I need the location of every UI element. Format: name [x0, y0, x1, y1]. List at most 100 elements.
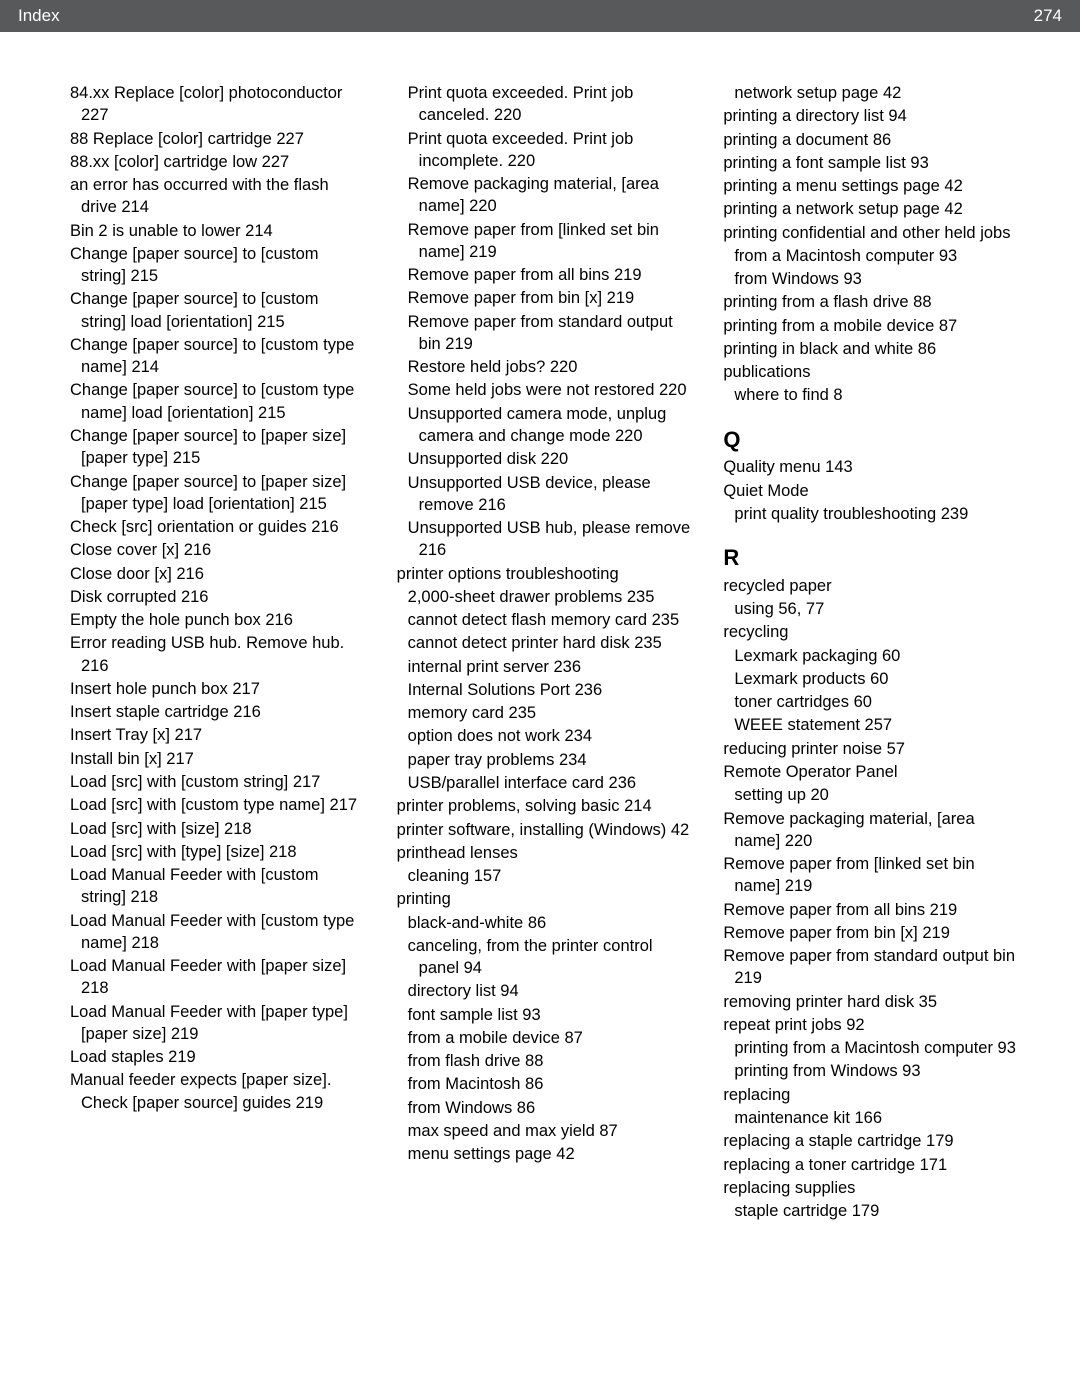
index-entry: from a mobile device 87 — [397, 1027, 694, 1049]
index-entry: printing — [397, 888, 694, 910]
index-entry: canceling, from the printer control pane… — [397, 935, 694, 980]
index-entry: memory card 235 — [397, 702, 694, 724]
index-entry: Remote Operator Panel — [723, 761, 1020, 783]
index-entry: toner cartridges 60 — [723, 691, 1020, 713]
index-entry: Unsupported disk 220 — [397, 448, 694, 470]
index-entry: reducing printer noise 57 — [723, 738, 1020, 760]
index-entry: Load [src] with [custom type name] 217 — [70, 794, 367, 816]
index-entry: Change [paper source] to [custom type na… — [70, 334, 367, 379]
index-entry: printing from Windows 93 — [723, 1060, 1020, 1082]
index-entry: Manual feeder expects [paper size]. Chec… — [70, 1069, 367, 1114]
column-2: Print quota exceeded. Print job canceled… — [397, 82, 694, 1223]
index-entry: Remove packaging material, [area name] 2… — [723, 808, 1020, 853]
index-entry: Lexmark products 60 — [723, 668, 1020, 690]
index-entry: Install bin [x] 217 — [70, 748, 367, 770]
index-entry: printing a directory list 94 — [723, 105, 1020, 127]
index-entry: Quality menu 143 — [723, 456, 1020, 478]
index-entry: Quiet Mode — [723, 480, 1020, 502]
index-entry: from Windows 86 — [397, 1097, 694, 1119]
index-entry: removing printer hard disk 35 — [723, 991, 1020, 1013]
section-heading-r: R — [723, 543, 1020, 573]
index-entry: Remove paper from [linked set bin name] … — [723, 853, 1020, 898]
index-entry: Remove paper from bin [x] 219 — [397, 287, 694, 309]
index-entry: from Windows 93 — [723, 268, 1020, 290]
index-entry: publications — [723, 361, 1020, 383]
index-entry: 84.xx Replace [color] photoconductor 227 — [70, 82, 367, 127]
index-entry: Remove paper from standard output bin 21… — [723, 945, 1020, 990]
index-entry: Change [paper source] to [custom type na… — [70, 379, 367, 424]
index-entry: black‑and‑white 86 — [397, 912, 694, 934]
index-entry: Internal Solutions Port 236 — [397, 679, 694, 701]
index-entry: staple cartridge 179 — [723, 1200, 1020, 1222]
index-entry: internal print server 236 — [397, 656, 694, 678]
index-entry: replacing a staple cartridge 179 — [723, 1130, 1020, 1152]
index-entry: Empty the hole punch box 216 — [70, 609, 367, 631]
index-entry: printing from a flash drive 88 — [723, 291, 1020, 313]
index-entry: paper tray problems 234 — [397, 749, 694, 771]
index-entry: Disk corrupted 216 — [70, 586, 367, 608]
index-entry: repeat print jobs 92 — [723, 1014, 1020, 1036]
index-entry: cannot detect printer hard disk 235 — [397, 632, 694, 654]
index-entry: using 56, 77 — [723, 598, 1020, 620]
index-entry: Load Manual Feeder with [paper type] [pa… — [70, 1001, 367, 1046]
index-entry: Remove paper from [linked set bin name] … — [397, 219, 694, 264]
index-entry: from Macintosh 86 — [397, 1073, 694, 1095]
index-entry: menu settings page 42 — [397, 1143, 694, 1165]
index-entry: Remove paper from standard output bin 21… — [397, 311, 694, 356]
index-entry: WEEE statement 257 — [723, 714, 1020, 736]
index-entry: printer software, installing (Windows) 4… — [397, 819, 694, 841]
index-entry: Load [src] with [type] [size] 218 — [70, 841, 367, 863]
index-entry: from a Macintosh computer 93 — [723, 245, 1020, 267]
index-entry: printing in black and white 86 — [723, 338, 1020, 360]
index-entry: print quality troubleshooting 239 — [723, 503, 1020, 525]
header-left: Index — [18, 6, 60, 26]
index-entry: 88 Replace [color] cartridge 227 — [70, 128, 367, 150]
index-entry: font sample list 93 — [397, 1004, 694, 1026]
header-right: 274 — [1034, 6, 1062, 26]
index-entry: Print quota exceeded. Print job incomple… — [397, 128, 694, 173]
index-entry: printing a font sample list 93 — [723, 152, 1020, 174]
index-entry: Close cover [x] 216 — [70, 539, 367, 561]
index-entry: printing a network setup page 42 — [723, 198, 1020, 220]
index-entry: printhead lenses — [397, 842, 694, 864]
index-entry: Load [src] with [size] 218 — [70, 818, 367, 840]
index-entry: Remove paper from all bins 219 — [397, 264, 694, 286]
index-entry: Change [paper source] to [paper size] [p… — [70, 471, 367, 516]
index-entry: Error reading USB hub. Remove hub. 216 — [70, 632, 367, 677]
index-entry: printer problems, solving basic 214 — [397, 795, 694, 817]
index-entry: replacing — [723, 1084, 1020, 1106]
index-entry: Unsupported USB device, please remove 21… — [397, 472, 694, 517]
index-entry: Insert Tray [x] 217 — [70, 724, 367, 746]
index-entry: recycling — [723, 621, 1020, 643]
index-entry: directory list 94 — [397, 980, 694, 1002]
index-entry: 2,000‑sheet drawer problems 235 — [397, 586, 694, 608]
index-entry: from flash drive 88 — [397, 1050, 694, 1072]
index-entry: printing a document 86 — [723, 129, 1020, 151]
index-entry: printing from a mobile device 87 — [723, 315, 1020, 337]
index-entry: printing confidential and other held job… — [723, 222, 1020, 244]
index-entry: recycled paper — [723, 575, 1020, 597]
index-entry: 88.xx [color] cartridge low 227 — [70, 151, 367, 173]
index-entry: printer options troubleshooting — [397, 563, 694, 585]
index-entry: Restore held jobs? 220 — [397, 356, 694, 378]
column-3: network setup page 42printing a director… — [723, 82, 1020, 1223]
index-entry: Bin 2 is unable to lower 214 — [70, 220, 367, 242]
index-entry: Close door [x] 216 — [70, 563, 367, 585]
column-1: 84.xx Replace [color] photoconductor 227… — [70, 82, 367, 1223]
index-entry: Check [src] orientation or guides 216 — [70, 516, 367, 538]
index-entry: cleaning 157 — [397, 865, 694, 887]
index-entry: Print quota exceeded. Print job canceled… — [397, 82, 694, 127]
index-entry: printing a menu settings page 42 — [723, 175, 1020, 197]
index-entry: where to find 8 — [723, 384, 1020, 406]
index-entry: replacing a toner cartridge 171 — [723, 1154, 1020, 1176]
index-entry: Load Manual Feeder with [custom type nam… — [70, 910, 367, 955]
index-entry: maintenance kit 166 — [723, 1107, 1020, 1129]
index-entry: replacing supplies — [723, 1177, 1020, 1199]
index-entry: USB/parallel interface card 236 — [397, 772, 694, 794]
index-entry: Remove packaging material, [area name] 2… — [397, 173, 694, 218]
index-content: 84.xx Replace [color] photoconductor 227… — [0, 32, 1080, 1263]
index-entry: Insert staple cartridge 216 — [70, 701, 367, 723]
index-entry: cannot detect flash memory card 235 — [397, 609, 694, 631]
index-entry: Unsupported camera mode, unplug camera a… — [397, 403, 694, 448]
index-entry: Change [paper source] to [custom string]… — [70, 288, 367, 333]
